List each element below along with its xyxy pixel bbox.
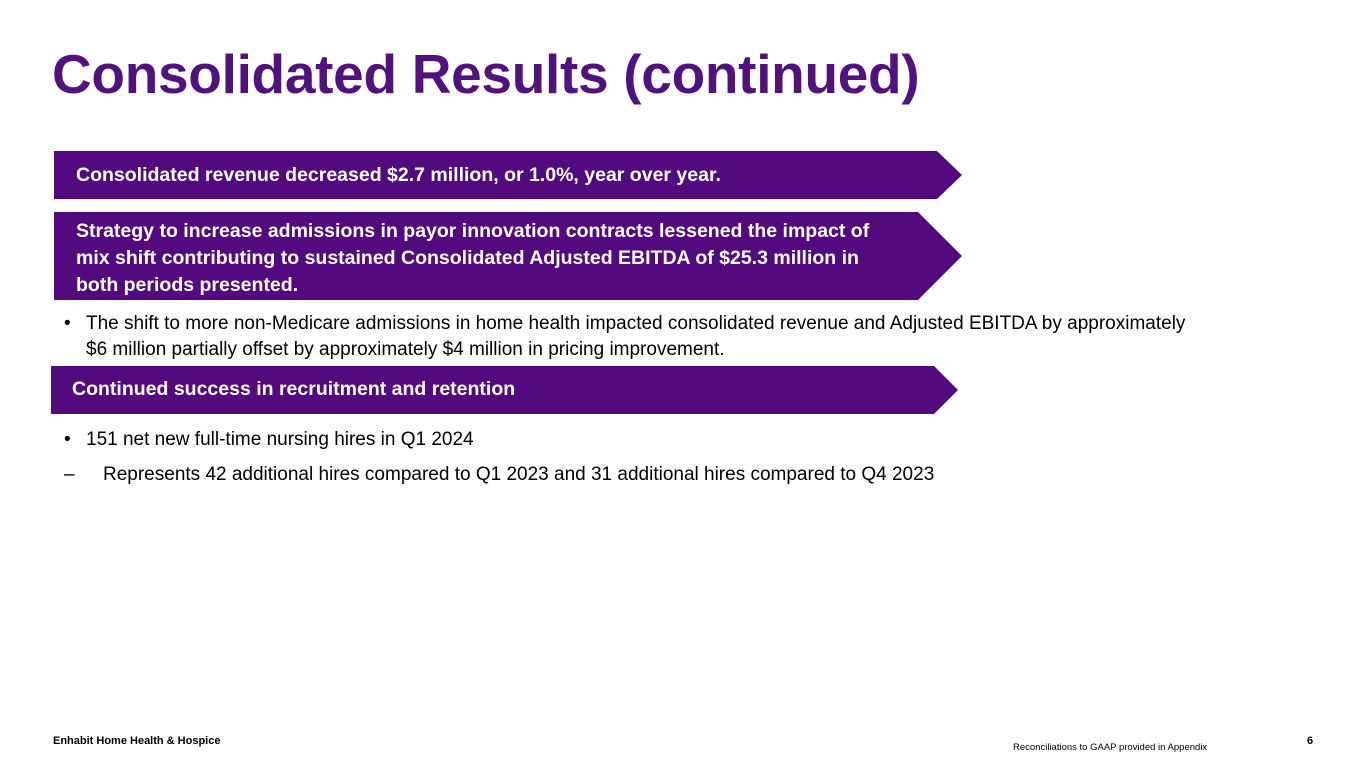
- revenue-banner-text: Consolidated revenue decreased $2.7 mill…: [76, 164, 721, 186]
- recruitment-banner: Continued success in recruitment and ret…: [51, 366, 958, 414]
- bullet-mark: •: [64, 313, 71, 334]
- ebitda-banner: Strategy to increase admissions in payor…: [54, 212, 962, 300]
- page-number: 6: [1307, 735, 1314, 747]
- dash-mark: –: [64, 464, 75, 485]
- revenue-banner: Consolidated revenue decreased $2.7 mill…: [54, 151, 962, 199]
- bullet-text: Represents 42 additional hires compared …: [103, 464, 935, 485]
- footer-note: Reconciliations to GAAP provided in Appe…: [1013, 742, 1208, 753]
- footer-company: Enhabit Home Health & Hospice: [53, 735, 221, 747]
- ebitda-banner-text: Strategy to increase admissions in payor…: [76, 220, 870, 296]
- bullet-mark: •: [64, 429, 71, 450]
- slide-title: Consolidated Results (continued): [52, 43, 920, 105]
- bullet-text: 151 net new full-time nursing hires in Q…: [86, 429, 474, 450]
- hires-sub-bullet: – Represents 42 additional hires compare…: [64, 462, 1164, 488]
- hires-bullet: • 151 net new full-time nursing hires in…: [64, 427, 964, 453]
- recruitment-banner-text: Continued success in recruitment and ret…: [72, 378, 516, 400]
- bullet-text: The shift to more non-Medicare admission…: [86, 313, 1186, 360]
- mix-shift-bullet: • The shift to more non-Medicare admissi…: [64, 311, 1204, 363]
